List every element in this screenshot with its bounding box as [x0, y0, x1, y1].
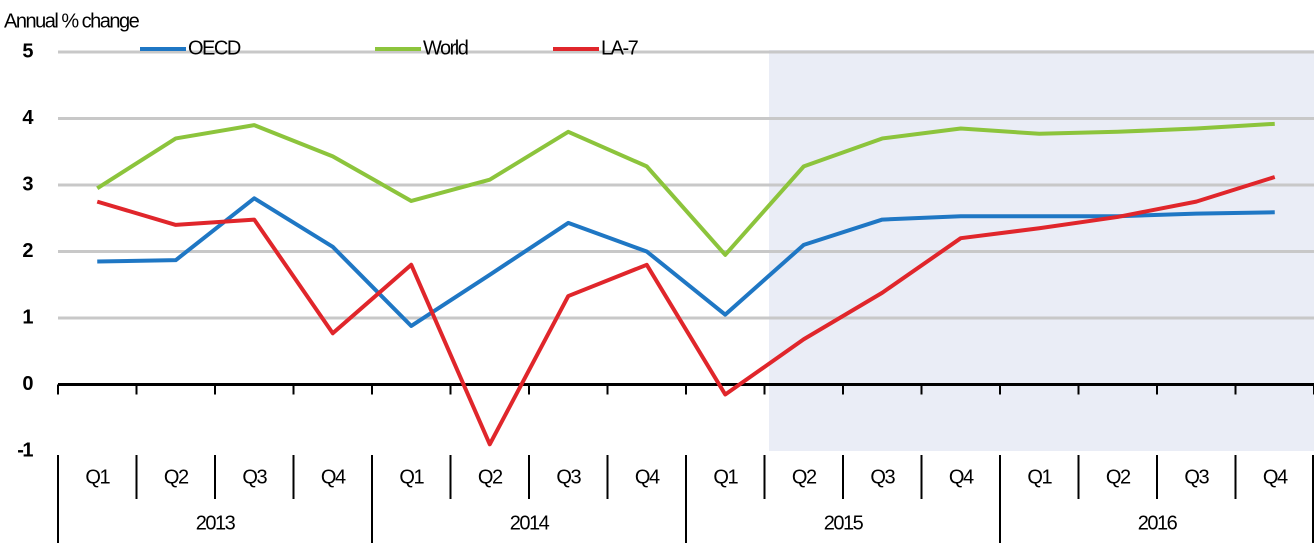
- x-tick-label: Q4: [635, 466, 660, 488]
- legend-label: LA-7: [601, 37, 639, 59]
- x-tick-label: Q3: [242, 466, 267, 488]
- x-tick-label: Q1: [399, 466, 424, 488]
- x-tick-label: Q1: [713, 466, 738, 488]
- y-tick-label: 4: [22, 107, 34, 129]
- x-tick-label: Q2: [1106, 466, 1131, 488]
- series-line: [96, 175, 1276, 447]
- y-axis-label: Annual % change: [4, 10, 140, 32]
- legend-label: World: [423, 37, 468, 59]
- x-tick-label: Q3: [556, 466, 581, 488]
- x-group-label: 2015: [824, 512, 864, 534]
- y-tick-label: 5: [22, 40, 33, 62]
- series-line: [96, 121, 1275, 257]
- series-line: [97, 196, 1275, 328]
- y-tick-label: -1: [17, 439, 33, 461]
- x-tick-label: Q1: [85, 466, 110, 488]
- y-tick-label: 2: [22, 240, 33, 262]
- y-tick-label: 0: [22, 373, 33, 395]
- y-tick-label: 3: [22, 173, 33, 195]
- y-tick-label: 1: [22, 306, 33, 328]
- x-tick-label: Q2: [164, 466, 189, 488]
- x-tick-label: Q4: [949, 466, 974, 488]
- x-tick-label: Q4: [1263, 466, 1288, 488]
- x-tick-label: Q3: [870, 466, 895, 488]
- x-group-label: 2016: [1138, 512, 1178, 534]
- x-tick-label: Q1: [1027, 466, 1052, 488]
- x-tick-label: Q4: [321, 466, 346, 488]
- legend-label: OECD: [188, 37, 241, 59]
- x-group-label: 2013: [196, 512, 236, 534]
- x-tick-label: Q2: [792, 466, 817, 488]
- x-tick-label: Q3: [1184, 466, 1209, 488]
- x-tick-label: Q2: [478, 466, 503, 488]
- x-group-label: 2014: [510, 512, 550, 534]
